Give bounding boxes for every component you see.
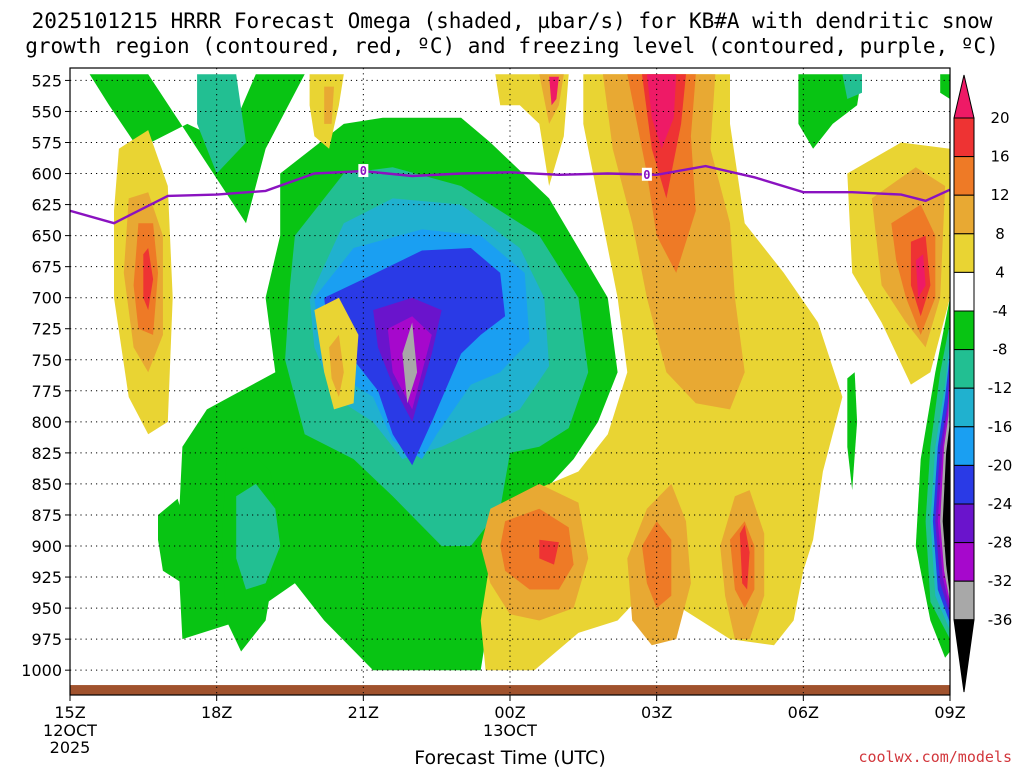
omega-region-18 xyxy=(329,334,344,397)
y-tick-label-575: 575 xyxy=(31,133,62,152)
x-axis-title: Forecast Time (UTC) xyxy=(414,747,605,768)
y-tick-label-625: 625 xyxy=(31,196,62,215)
x-tick-label-4: 03Z xyxy=(641,703,672,722)
colorbar-segment-12 xyxy=(953,542,975,582)
y-tick-label-900: 900 xyxy=(31,537,62,556)
y-tick-label-950: 950 xyxy=(31,599,62,618)
freezing-level-line xyxy=(70,164,950,225)
omega-region-9 xyxy=(402,322,418,404)
omega-shading xyxy=(89,74,950,671)
colorbar-segment-8 xyxy=(953,387,975,428)
colorbar-segment-13 xyxy=(953,580,975,621)
omega-region-10 xyxy=(158,498,193,584)
x-tick-label-1: 18Z xyxy=(201,703,232,722)
colorbar-label-2: 12 xyxy=(990,186,1009,204)
colorbar-top-arrow xyxy=(953,74,975,119)
colorbar-label-8: -16 xyxy=(988,418,1013,436)
x-tick-label-0: 15Z xyxy=(54,703,85,722)
terrain-layer xyxy=(70,685,950,695)
colorbar-bottom-arrow xyxy=(953,619,975,693)
y-tick-label-850: 850 xyxy=(31,475,62,494)
y-tick-label-750: 750 xyxy=(31,351,62,370)
y-tick-label-975: 975 xyxy=(31,630,62,649)
y-tick-label-825: 825 xyxy=(31,444,62,463)
omega-region-1 xyxy=(197,74,246,174)
credit-text: coolwx.com/models xyxy=(858,748,1012,766)
omega-region-33 xyxy=(915,254,926,298)
omega-region-44 xyxy=(940,74,950,99)
colorbar-segment-9 xyxy=(953,426,975,466)
freezing-level-label-0: 0 xyxy=(360,164,367,178)
colorbar-label-0: 20 xyxy=(990,109,1009,127)
y-tick-label-800: 800 xyxy=(31,413,62,432)
x-tick-label-3: 00Z xyxy=(494,703,525,722)
colorbar-segment-2 xyxy=(953,156,975,196)
omega-region-43 xyxy=(842,74,862,99)
colorbar-segment-10 xyxy=(953,464,975,505)
colorbar-segment-7 xyxy=(953,349,975,389)
y-tick-label-1000: 1000 xyxy=(21,661,62,680)
omega-region-35 xyxy=(500,508,574,590)
grid-lines xyxy=(70,68,950,695)
freezing-label-bg-0 xyxy=(358,164,369,178)
x-tick-sublabel-0-1: 2025 xyxy=(50,738,91,757)
y-tick-label-725: 725 xyxy=(31,320,62,339)
pressure-axis: 525 550 575 600 625 650 675 700 725 750 775 800 825 8… xyxy=(21,71,70,680)
x-tick-label-2: 21Z xyxy=(348,703,379,722)
y-tick-label-550: 550 xyxy=(31,102,62,121)
omega-region-45 xyxy=(847,372,858,491)
y-tick-label-650: 650 xyxy=(31,227,62,246)
colorbar-label-3: 8 xyxy=(995,225,1005,243)
x-tick-label-5: 06Z xyxy=(788,703,819,722)
y-tick-label-925: 925 xyxy=(31,568,62,587)
omega-region-12 xyxy=(236,483,281,590)
y-tick-label-875: 875 xyxy=(31,506,62,525)
chart-title-line-1: 2025101215 HRRR Forecast Omega (shaded, … xyxy=(32,9,993,33)
colorbar-label-4: 4 xyxy=(995,263,1005,281)
colorbar-label-12: -32 xyxy=(988,572,1013,590)
colorbar-label-5: -4 xyxy=(993,302,1008,320)
x-tick-label-6: 09Z xyxy=(934,703,965,722)
omega-region-38 xyxy=(642,521,672,609)
colorbar-label-1: 16 xyxy=(990,148,1009,166)
colorbar-segment-3 xyxy=(953,194,975,235)
colorbar-label-7: -12 xyxy=(988,379,1013,397)
omega-region-16 xyxy=(143,248,154,311)
omega-region-53 xyxy=(942,378,950,596)
colorbar-label-11: -28 xyxy=(988,534,1013,552)
terrain-surface xyxy=(70,685,950,695)
omega-region-23 xyxy=(549,76,559,106)
y-tick-label-775: 775 xyxy=(31,382,62,401)
colorbar-legend: 20 16 12 8 4 -4 -8 -12 -16 -20 -24 -28 -32 -36 xyxy=(953,74,1013,693)
omega-region-20 xyxy=(324,86,334,124)
colorbar-segment-5 xyxy=(953,271,975,312)
colorbar-label-6: -8 xyxy=(993,341,1008,359)
y-tick-label-600: 600 xyxy=(31,165,62,184)
x-tick-sublabel-3-0: 13OCT xyxy=(483,721,537,740)
y-tick-label-525: 525 xyxy=(31,71,62,90)
colorbar-segment-6 xyxy=(953,310,975,351)
y-tick-label-700: 700 xyxy=(31,289,62,308)
colorbar-segment-11 xyxy=(953,503,975,544)
colorbar-segment-4 xyxy=(953,233,975,273)
colorbar-label-9: -20 xyxy=(988,456,1013,474)
x-tick-sublabel-0-0: 12OCT xyxy=(43,721,97,740)
chart-title-line-2: growth region (contoured, red, ºC) and f… xyxy=(25,34,999,58)
y-tick-label-675: 675 xyxy=(31,258,62,277)
freezing-label-bg-1 xyxy=(641,167,652,181)
colorbar-segment-1 xyxy=(953,117,975,158)
omega-region-28 xyxy=(646,74,677,149)
freezing-level-label-1: 0 xyxy=(643,168,650,182)
omega-region-41 xyxy=(739,524,750,590)
colorbar-label-10: -24 xyxy=(988,495,1013,513)
colorbar-label-13: -36 xyxy=(988,611,1013,629)
